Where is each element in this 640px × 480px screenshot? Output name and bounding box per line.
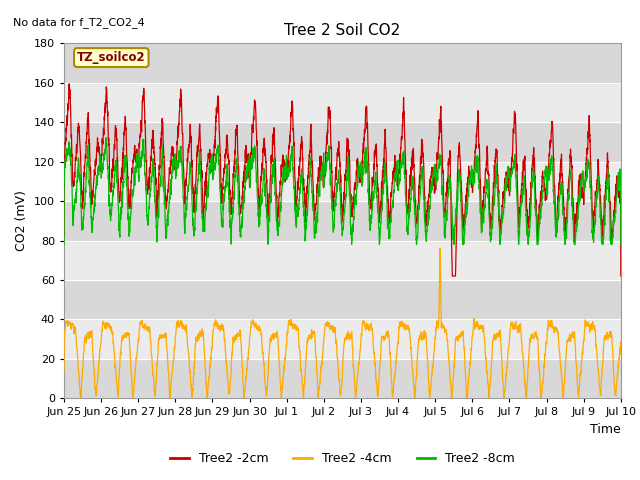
- Title: Tree 2 Soil CO2: Tree 2 Soil CO2: [284, 23, 401, 38]
- Bar: [64, 162, 621, 201]
- Text: No data for f_T2_CO2_4: No data for f_T2_CO2_4: [13, 17, 145, 28]
- Text: TZ_soilco2: TZ_soilco2: [77, 51, 146, 64]
- X-axis label: Time: Time: [590, 423, 621, 436]
- Bar: [64, 43, 621, 83]
- Bar: [64, 320, 621, 359]
- Legend: Tree2 -2cm, Tree2 -4cm, Tree2 -8cm: Tree2 -2cm, Tree2 -4cm, Tree2 -8cm: [164, 447, 520, 470]
- Bar: [64, 122, 621, 162]
- Bar: [64, 280, 621, 320]
- Bar: [64, 240, 621, 280]
- Bar: [64, 83, 621, 122]
- Y-axis label: CO2 (mV): CO2 (mV): [15, 191, 28, 251]
- Bar: [64, 201, 621, 240]
- Bar: [64, 359, 621, 398]
